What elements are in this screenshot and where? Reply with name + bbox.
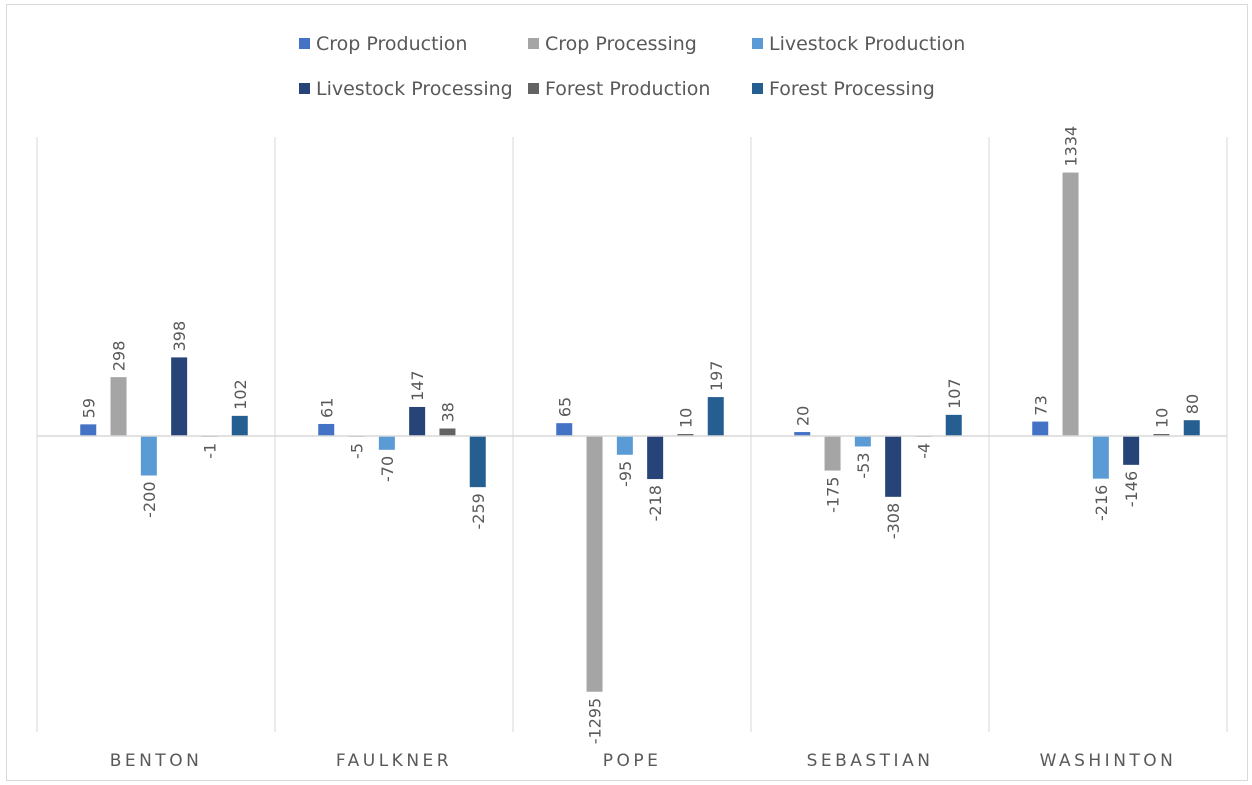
bar-washinton-forest-production [1153,434,1170,436]
data-label-benton-crop-processing: 298 [110,341,129,372]
bar-washinton-crop-production [1032,421,1049,436]
data-label-benton-crop-production: 59 [79,398,98,418]
chart-frame: Crop Production Crop Processing Livestock … [6,4,1248,781]
bar-sebastian-crop-production [794,432,811,436]
data-label-pope-crop-processing: -1295 [586,698,605,745]
bar-faulkner-forest-production [439,428,456,436]
data-label-sebastian-livestock-processing: -308 [884,503,903,539]
data-label-sebastian-forest-processing: 107 [945,378,964,409]
legend-swatch-livestock-production [752,38,763,49]
data-label-faulkner-crop-production: 61 [317,398,336,418]
bars [80,172,1200,692]
legend-swatch-crop-processing [528,38,539,49]
data-label-faulkner-forest-production: 38 [438,402,457,422]
bar-faulkner-livestock-processing [409,406,426,436]
data-label-faulkner-crop-processing: -5 [348,443,367,459]
category-label-pope: POPE [603,751,662,771]
bar-benton-forest-processing [231,415,248,436]
legend-label-livestock-production: Livestock Production [769,33,965,55]
data-label-washinton-forest-processing: 80 [1183,394,1202,414]
data-label-faulkner-livestock-production: -70 [378,456,397,482]
data-label-benton-livestock-production: -200 [140,482,159,518]
data-labels: 59 298 -200 398 -1 102 61 -5 -70 147 38 -259 65 -1295… [79,126,1202,744]
category-label-sebastian: SEBASTIAN [807,751,934,771]
data-label-pope-crop-production: 65 [555,397,574,417]
category-labels: BENTON FAULKNER POPE SEBASTIAN WASHINTON [110,751,1177,771]
data-label-washinton-crop-production: 73 [1031,395,1050,415]
bar-sebastian-livestock-processing [885,436,902,497]
data-label-faulkner-forest-processing: -259 [469,493,488,529]
data-label-washinton-livestock-processing: -146 [1122,471,1141,507]
data-label-pope-livestock-production: -95 [616,461,635,487]
legend: Crop Production Crop Processing Livestock … [299,33,965,100]
legend-swatch-forest-processing [752,83,763,94]
legend-swatch-livestock-processing [299,83,310,94]
data-label-sebastian-livestock-production: -53 [854,452,873,478]
data-label-pope-livestock-processing: -218 [646,485,665,521]
data-label-benton-forest-production: -1 [200,443,219,459]
category-label-benton: BENTON [110,751,203,771]
bar-pope-crop-production [556,423,573,436]
bar-benton-livestock-processing [171,357,188,436]
legend-label-crop-production: Crop Production [316,33,467,55]
legend-swatch-forest-production [528,83,539,94]
bar-pope-forest-processing [707,397,724,436]
bar-sebastian-livestock-production [854,436,871,447]
bar-pope-crop-processing [586,436,603,692]
data-label-faulkner-livestock-processing: 147 [408,370,427,401]
category-separators [36,137,1228,732]
category-label-washinton: WASHINTON [1040,751,1177,771]
bar-washinton-livestock-production [1092,436,1109,479]
bar-benton-crop-production [80,424,97,436]
category-label-faulkner: FAULKNER [336,751,452,771]
legend-label-forest-production: Forest Production [545,78,710,100]
bar-faulkner-crop-production [318,423,335,436]
bar-washinton-livestock-processing [1123,436,1140,465]
bar-benton-crop-processing [110,377,127,436]
bar-pope-livestock-processing [647,436,664,480]
data-label-pope-forest-processing: 197 [707,361,726,392]
data-label-sebastian-crop-production: 20 [793,406,812,426]
legend-label-forest-processing: Forest Processing [769,78,935,100]
bar-chart: Crop Production Crop Processing Livestock … [36,33,1228,771]
legend-swatch-crop-production [299,38,310,49]
bar-sebastian-forest-processing [945,414,962,436]
bar-pope-forest-production [677,434,694,436]
data-label-benton-livestock-processing: 398 [170,321,189,352]
bar-faulkner-forest-processing [469,436,486,488]
data-label-benton-forest-processing: 102 [231,379,250,410]
bar-washinton-crop-processing [1062,172,1079,436]
legend-label-livestock-processing: Livestock Processing [316,78,513,100]
data-label-washinton-livestock-production: -216 [1092,485,1111,521]
data-label-pope-forest-production: 10 [676,408,695,428]
legend-label-crop-processing: Crop Processing [545,33,697,55]
data-label-washinton-forest-production: 10 [1152,408,1171,428]
bar-sebastian-crop-processing [824,436,841,471]
data-label-sebastian-forest-production: -4 [914,443,933,459]
bar-pope-livestock-production [616,436,633,455]
bar-faulkner-livestock-production [378,436,395,450]
data-label-washinton-crop-processing: 1334 [1062,126,1081,167]
data-label-sebastian-crop-processing: -175 [824,477,843,513]
bar-benton-livestock-production [140,436,157,476]
bar-washinton-forest-processing [1183,420,1200,436]
